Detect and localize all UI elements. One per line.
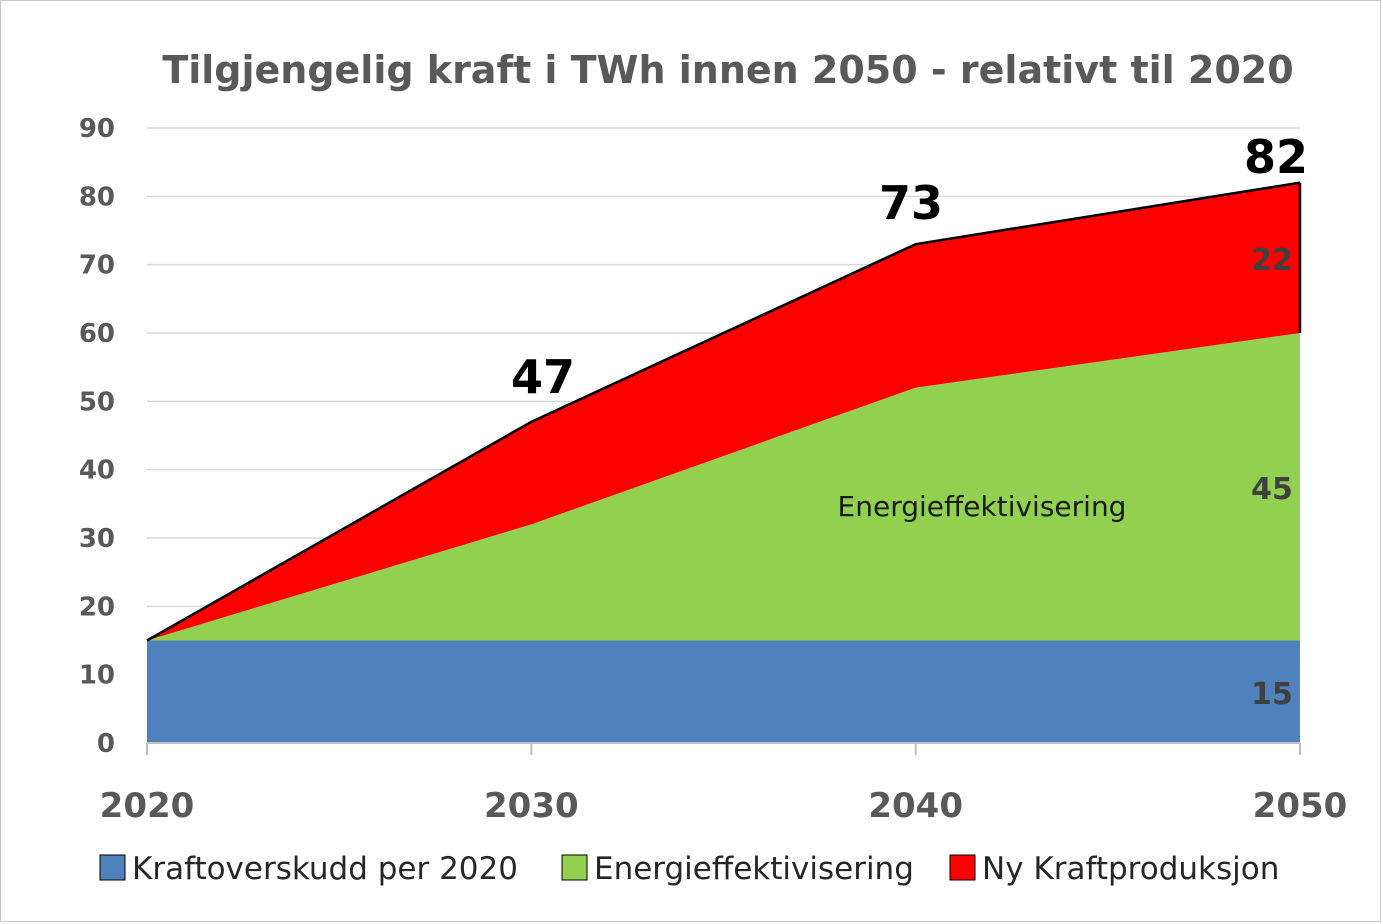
area-series-2	[147, 182, 1300, 641]
segment-label-energieffektivisering: 45	[1251, 472, 1293, 507]
legend-label-ny-kraftproduksjon: Ny Kraftproduksjon	[982, 851, 1279, 887]
chart-title: Tilgjengelig kraft i TWh innen 2050 - re…	[162, 48, 1293, 92]
y-tick-label-0: 0	[97, 729, 115, 759]
legend-label-kraftoverskudd: Kraftoverskudd per 2020	[132, 851, 518, 887]
y-tick-label-20: 20	[79, 592, 115, 622]
y-axis-ticks: 0 10 20 30 40 50 60 70 80 90	[79, 114, 115, 759]
area-series-0	[147, 640, 1300, 743]
legend-swatch-energieffektivisering	[561, 854, 588, 881]
y-tick-label-90: 90	[79, 114, 115, 144]
y-tick-label-30: 30	[79, 524, 115, 554]
y-tick-label-50: 50	[79, 387, 115, 417]
legend-swatch-kraftoverskudd	[99, 854, 126, 881]
x-axis: 2020 2030 2040 2050	[100, 742, 1348, 826]
legend-swatch-ny-kraftproduksjon	[949, 854, 976, 881]
x-tick-label-2030: 2030	[484, 786, 579, 826]
total-label-2050: 82	[1244, 130, 1308, 184]
x-tick-label-2020: 2020	[100, 786, 195, 826]
y-tick-label-70: 70	[79, 251, 115, 281]
y-tick-label-40: 40	[79, 456, 115, 486]
segment-label-kraftoverskudd: 15	[1251, 677, 1293, 712]
area-annotation-energieffektivisering: Energieffektivisering	[838, 490, 1127, 523]
total-label-2030: 47	[511, 350, 575, 404]
x-tick-label-2050: 2050	[1253, 786, 1348, 826]
legend-label-energieffektivisering: Energieffektivisering	[594, 851, 914, 887]
y-tick-label-80: 80	[79, 182, 115, 212]
legend: Kraftoverskudd per 2020 Energieffektivis…	[99, 851, 1279, 887]
y-tick-label-10: 10	[79, 661, 115, 691]
x-tick-label-2040: 2040	[868, 786, 963, 826]
total-outline	[146, 181, 1301, 642]
data-labels: 47 73 82 15 45 22 Energieffektivisering	[511, 130, 1308, 712]
area-series	[146, 181, 1302, 743]
y-tick-label-60: 60	[79, 319, 115, 349]
segment-label-ny-kraftproduksjon: 22	[1251, 243, 1293, 278]
area-series-1	[147, 333, 1300, 641]
total-label-2040: 73	[879, 176, 943, 230]
